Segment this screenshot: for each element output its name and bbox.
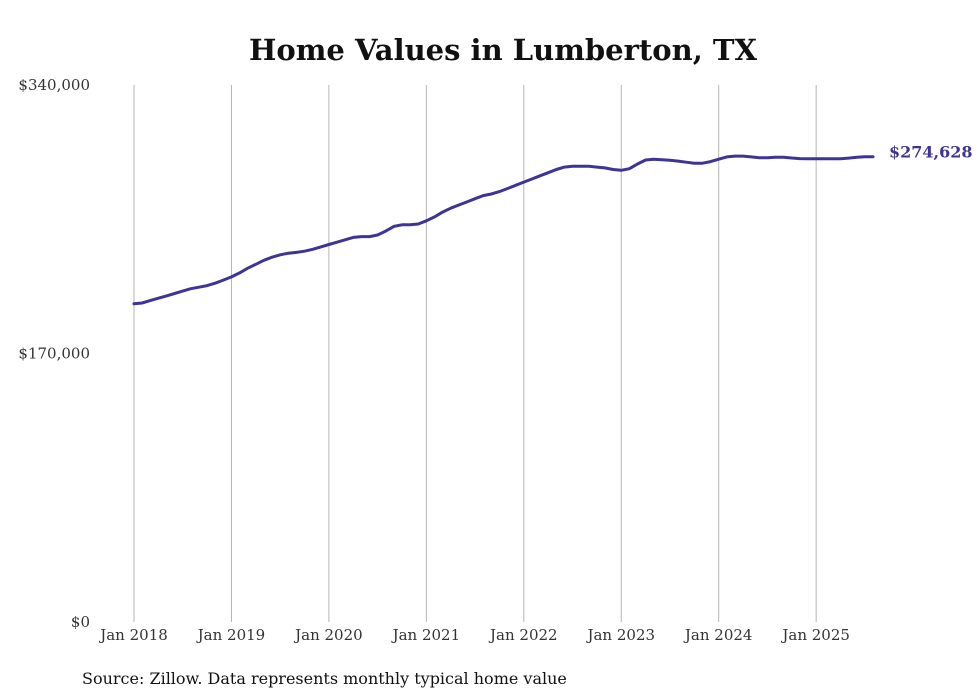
end-value-label: $274,628 <box>889 143 973 162</box>
series-layer: $274,628 <box>132 143 973 306</box>
series-line-0 <box>132 154 875 306</box>
x-tick-label: Jan 2022 <box>488 626 558 644</box>
y-tick-label: $340,000 <box>18 76 90 94</box>
x-axis-ticks: Jan 2018 Jan 2019 Jan 2020 Jan 2021 Jan 2022… <box>98 626 850 644</box>
x-tick-label: Jan 2020 <box>293 626 363 644</box>
gridlines <box>133 85 817 622</box>
y-tick-label: $0 <box>71 613 90 631</box>
x-tick-label: Jan 2021 <box>391 626 461 644</box>
x-tick-label: Jan 2023 <box>585 626 655 644</box>
chart-title: Home Values in Lumberton, TX <box>249 33 758 67</box>
source-note: Source: Zillow. Data represents monthly … <box>82 669 567 688</box>
y-tick-label: $170,000 <box>18 345 90 363</box>
x-tick-label: Jan 2018 <box>98 626 168 644</box>
x-tick-label: Jan 2019 <box>196 626 266 644</box>
x-tick-label: Jan 2024 <box>683 626 753 644</box>
y-axis-ticks: $0 $170,000 $340,000 <box>18 76 90 631</box>
x-tick-label: Jan 2025 <box>780 626 850 644</box>
